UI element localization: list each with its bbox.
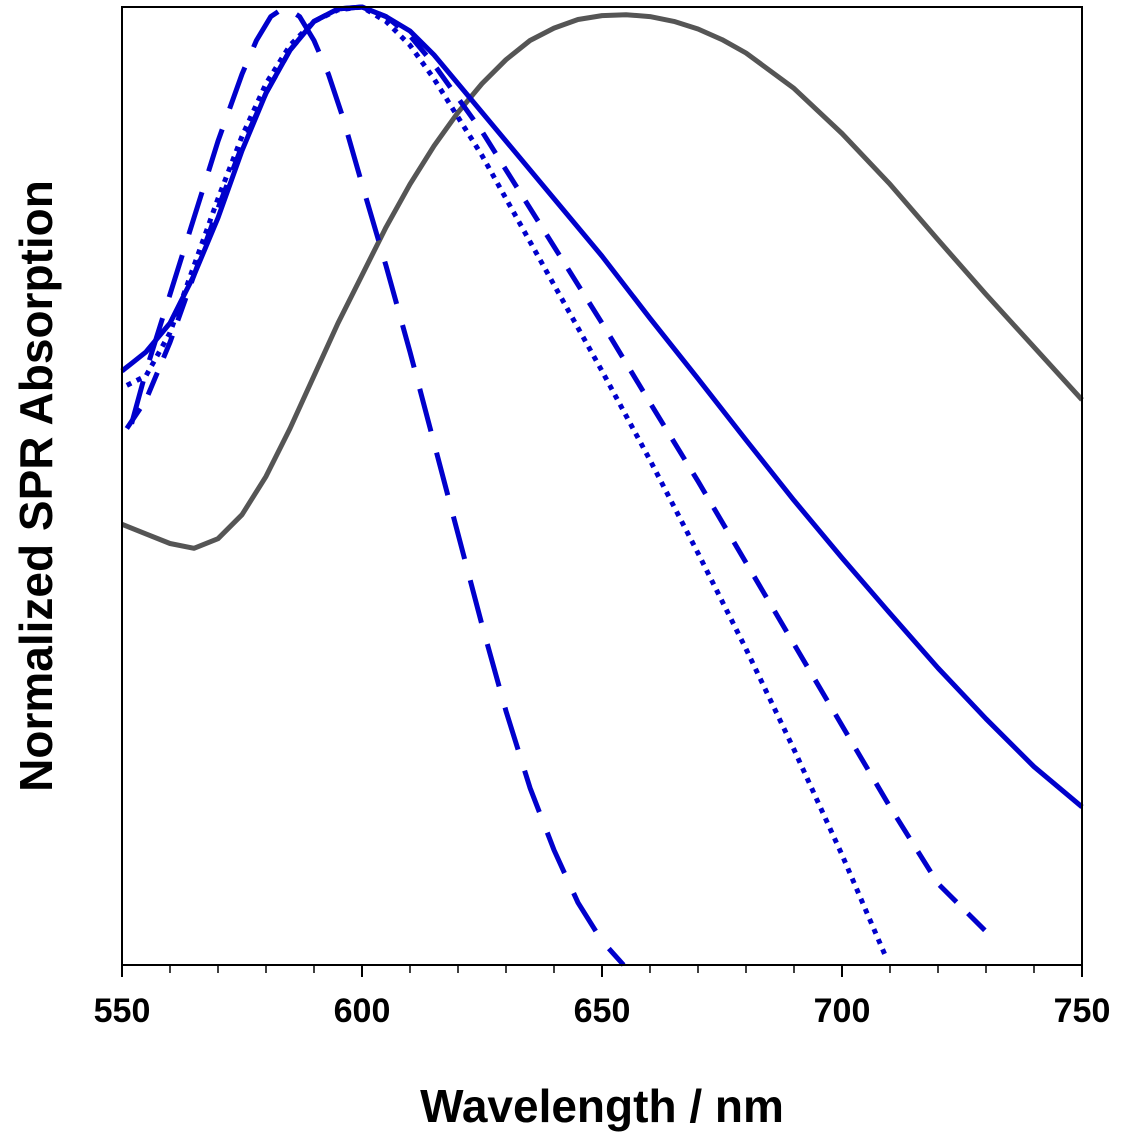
x-tick-label: 700 (814, 992, 871, 1030)
x-tick-label: 600 (334, 992, 391, 1030)
series-line-1-solid (121, 12, 1084, 551)
x-axis-ticks (121, 965, 1083, 977)
plot-area-frame (121, 6, 1083, 966)
x-axis-title: Wavelength / nm (420, 1080, 784, 1132)
series-layer (120, 4, 1084, 967)
x-tick-label: 750 (1054, 992, 1111, 1030)
series-line-4-dashed (124, 4, 993, 939)
x-tick-label: 550 (94, 992, 151, 1030)
y-axis-title: Normalized SPR Absorption (10, 180, 62, 792)
series-line-5-longdash (129, 4, 626, 967)
x-axis-tick-labels: 550 600 650 700 750 (94, 992, 1111, 1030)
x-tick-label: 650 (574, 992, 631, 1030)
series-line-2-solid (120, 4, 1084, 809)
series-line-3-dotted (125, 4, 888, 957)
